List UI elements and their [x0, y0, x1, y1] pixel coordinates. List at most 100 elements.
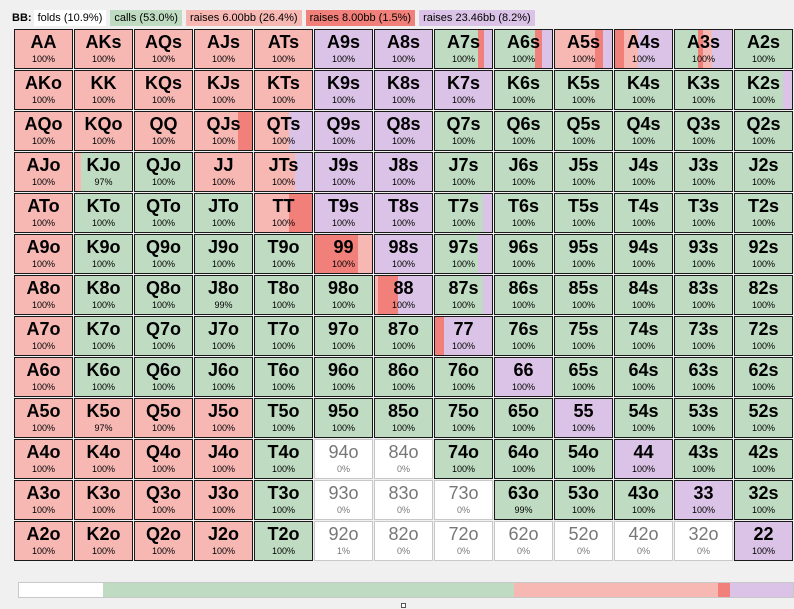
- hand-cell[interactable]: 99 100%: [314, 234, 373, 274]
- legend-item-raise-6bb[interactable]: raises 6.00bb (26.4%): [185, 10, 302, 26]
- hand-cell[interactable]: 32s 100%: [734, 480, 793, 520]
- hand-cell[interactable]: ATs 100%: [254, 29, 313, 69]
- hand-cell[interactable]: 83s 100%: [674, 275, 733, 315]
- hand-cell[interactable]: K7s 100%: [434, 70, 493, 110]
- hand-cell[interactable]: J5s 100%: [554, 152, 613, 192]
- hand-cell[interactable]: K3s 100%: [674, 70, 733, 110]
- hand-cell[interactable]: 98s 100%: [374, 234, 433, 274]
- hand-cell[interactable]: A8o 100%: [14, 275, 73, 315]
- hand-cell[interactable]: 53o 100%: [554, 480, 613, 520]
- hand-cell[interactable]: J8s 100%: [374, 152, 433, 192]
- hand-cell[interactable]: 62o 0%: [494, 521, 553, 561]
- hand-cell[interactable]: Q2o 100%: [134, 521, 193, 561]
- hand-cell[interactable]: T5s 100%: [554, 193, 613, 233]
- hand-cell[interactable]: J4o 100%: [194, 439, 253, 479]
- hand-cell[interactable]: A9o 100%: [14, 234, 73, 274]
- hand-cell[interactable]: J6s 100%: [494, 152, 553, 192]
- hand-cell[interactable]: 73s 100%: [674, 316, 733, 356]
- hand-cell[interactable]: Q4o 100%: [134, 439, 193, 479]
- hand-cell[interactable]: 87s 100%: [434, 275, 493, 315]
- hand-cell[interactable]: Q8s 100%: [374, 111, 433, 151]
- hand-cell[interactable]: K9o 100%: [74, 234, 133, 274]
- hand-cell[interactable]: K9s 100%: [314, 70, 373, 110]
- hand-cell[interactable]: T7o 100%: [254, 316, 313, 356]
- legend-item-raise-8bb[interactable]: raises 8.00bb (1.5%): [305, 10, 416, 26]
- hand-cell[interactable]: 75o 100%: [434, 398, 493, 438]
- hand-cell[interactable]: QJo 100%: [134, 152, 193, 192]
- hand-cell[interactable]: 54s 100%: [614, 398, 673, 438]
- hand-cell[interactable]: A7s 100%: [434, 29, 493, 69]
- hand-cell[interactable]: 86o 100%: [374, 357, 433, 397]
- hand-cell[interactable]: 86s 100%: [494, 275, 553, 315]
- hand-cell[interactable]: Q5o 100%: [134, 398, 193, 438]
- hand-cell[interactable]: 85s 100%: [554, 275, 613, 315]
- hand-cell[interactable]: 32o 0%: [674, 521, 733, 561]
- hand-cell[interactable]: JTo 100%: [194, 193, 253, 233]
- legend-item-call[interactable]: calls (53.0%): [110, 10, 182, 26]
- hand-cell[interactable]: 65o 100%: [494, 398, 553, 438]
- hand-cell[interactable]: 44 100%: [614, 439, 673, 479]
- hand-cell[interactable]: 74o 100%: [434, 439, 493, 479]
- hand-cell[interactable]: QTo 100%: [134, 193, 193, 233]
- hand-cell[interactable]: 74s 100%: [614, 316, 673, 356]
- hand-cell[interactable]: KQs 100%: [134, 70, 193, 110]
- hand-cell[interactable]: ATo 100%: [14, 193, 73, 233]
- hand-cell[interactable]: 97s 100%: [434, 234, 493, 274]
- hand-cell[interactable]: Q8o 100%: [134, 275, 193, 315]
- legend-item-fold[interactable]: folds (10.9%): [33, 10, 107, 26]
- hand-cell[interactable]: 92o 1%: [314, 521, 373, 561]
- hand-cell[interactable]: JTs 100%: [254, 152, 313, 192]
- hand-cell[interactable]: Q9s 100%: [314, 111, 373, 151]
- hand-cell[interactable]: 95s 100%: [554, 234, 613, 274]
- hand-cell[interactable]: T9o 100%: [254, 234, 313, 274]
- hand-cell[interactable]: T3o 100%: [254, 480, 313, 520]
- hand-cell[interactable]: 43s 100%: [674, 439, 733, 479]
- hand-cell[interactable]: AJs 100%: [194, 29, 253, 69]
- hand-cell[interactable]: 96s 100%: [494, 234, 553, 274]
- hand-cell[interactable]: 76s 100%: [494, 316, 553, 356]
- hand-cell[interactable]: A7o 100%: [14, 316, 73, 356]
- hand-cell[interactable]: JJ 100%: [194, 152, 253, 192]
- hand-cell[interactable]: 94o 0%: [314, 439, 373, 479]
- hand-cell[interactable]: 84o 0%: [374, 439, 433, 479]
- hand-cell[interactable]: 42s 100%: [734, 439, 793, 479]
- hand-cell[interactable]: K6o 100%: [74, 357, 133, 397]
- hand-cell[interactable]: A8s 100%: [374, 29, 433, 69]
- hand-cell[interactable]: 82o 0%: [374, 521, 433, 561]
- hand-cell[interactable]: 63o 99%: [494, 480, 553, 520]
- hand-cell[interactable]: 72o 0%: [434, 521, 493, 561]
- hand-cell[interactable]: K4s 100%: [614, 70, 673, 110]
- hand-cell[interactable]: 52o 0%: [554, 521, 613, 561]
- hand-cell[interactable]: 98o 100%: [314, 275, 373, 315]
- hand-cell[interactable]: 73o 0%: [434, 480, 493, 520]
- hand-cell[interactable]: KK 100%: [74, 70, 133, 110]
- hand-cell[interactable]: J3s 100%: [674, 152, 733, 192]
- hand-cell[interactable]: K7o 100%: [74, 316, 133, 356]
- hand-cell[interactable]: AQs 100%: [134, 29, 193, 69]
- hand-cell[interactable]: J8o 99%: [194, 275, 253, 315]
- hand-cell[interactable]: 52s 100%: [734, 398, 793, 438]
- hand-cell[interactable]: T2o 100%: [254, 521, 313, 561]
- hand-cell[interactable]: A4o 100%: [14, 439, 73, 479]
- hand-cell[interactable]: Q4s 100%: [614, 111, 673, 151]
- hand-cell[interactable]: T4o 100%: [254, 439, 313, 479]
- hand-cell[interactable]: QTs 100%: [254, 111, 313, 151]
- hand-cell[interactable]: 92s 100%: [734, 234, 793, 274]
- hand-cell[interactable]: AJo 100%: [14, 152, 73, 192]
- hand-cell[interactable]: K3o 100%: [74, 480, 133, 520]
- hand-cell[interactable]: K6s 100%: [494, 70, 553, 110]
- hand-cell[interactable]: A2s 100%: [734, 29, 793, 69]
- hand-cell[interactable]: 97o 100%: [314, 316, 373, 356]
- hand-cell[interactable]: 64o 100%: [494, 439, 553, 479]
- hand-cell[interactable]: J3o 100%: [194, 480, 253, 520]
- hand-cell[interactable]: TT 100%: [254, 193, 313, 233]
- hand-cell[interactable]: AKs 100%: [74, 29, 133, 69]
- hand-cell[interactable]: 77 100%: [434, 316, 493, 356]
- hand-cell[interactable]: T4s 100%: [614, 193, 673, 233]
- hand-cell[interactable]: Q2s 100%: [734, 111, 793, 151]
- hand-cell[interactable]: 93o 0%: [314, 480, 373, 520]
- hand-cell[interactable]: 96o 100%: [314, 357, 373, 397]
- hand-cell[interactable]: A6s 100%: [494, 29, 553, 69]
- hand-cell[interactable]: 94s 100%: [614, 234, 673, 274]
- hand-cell[interactable]: A3s 100%: [674, 29, 733, 69]
